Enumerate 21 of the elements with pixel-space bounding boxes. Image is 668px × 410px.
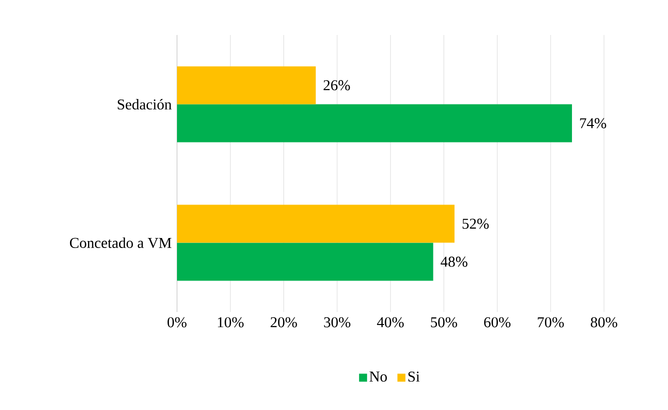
x-tick-label: 10% — [218, 317, 244, 328]
bar — [177, 104, 572, 142]
x-tick-label: 60% — [484, 317, 510, 328]
legend-label: Si — [408, 372, 420, 382]
data-label: 48% — [440, 256, 468, 267]
legend-label: No — [370, 372, 387, 382]
x-tick-label: 20% — [270, 317, 297, 328]
data-label: 52% — [462, 218, 489, 229]
x-tick-label: 50% — [431, 317, 458, 328]
x-tick-label: 80% — [590, 317, 618, 328]
y-tick-label: Sedación — [118, 98, 172, 110]
bar — [177, 66, 316, 104]
bar — [177, 242, 434, 281]
data-label: 26% — [324, 80, 350, 90]
x-tick-label: 40% — [377, 317, 404, 328]
data-label: 74% — [580, 118, 606, 128]
bar — [177, 204, 455, 243]
y-tick-label: Concetado a VM — [70, 237, 172, 248]
x-tick-label: 0% — [168, 317, 186, 328]
x-tick-label: 70% — [538, 317, 564, 328]
x-tick-label: 30% — [324, 317, 350, 328]
